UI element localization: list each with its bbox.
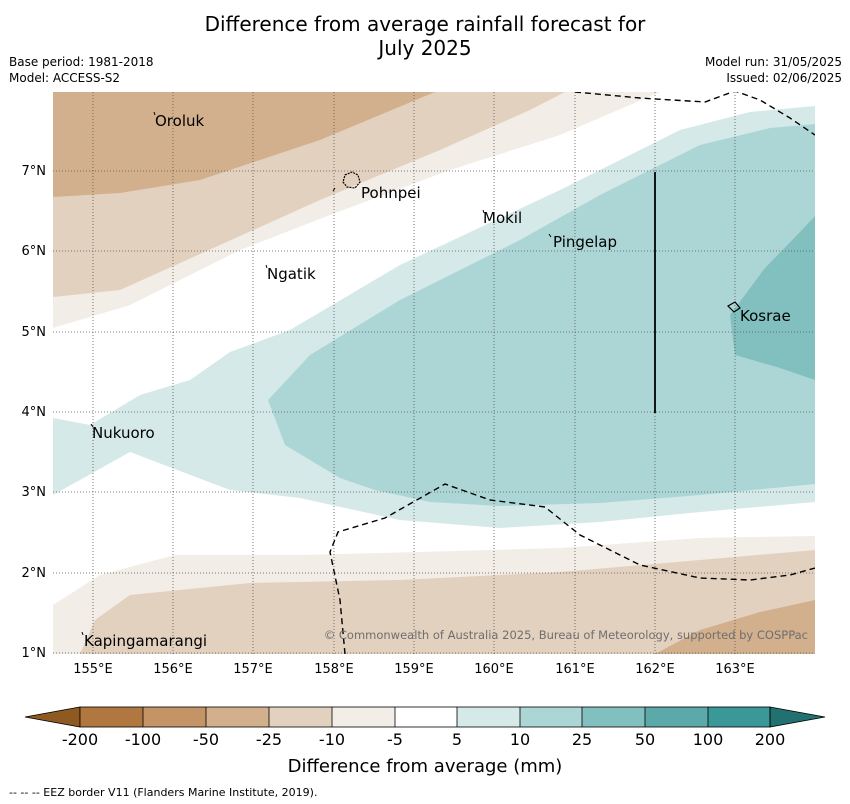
- lon-label: 156°E: [153, 662, 193, 677]
- colorbar-extend-high: [769, 706, 826, 728]
- lon-label: 159°E: [394, 662, 434, 677]
- place-labels: Oroluk Pohnpei Mokil Pingelap Ngatik Kos…: [84, 112, 791, 650]
- eez-border-south: [329, 483, 815, 654]
- place-label: Kapingamarangi: [84, 632, 207, 650]
- lat-label: 1°N: [21, 646, 47, 661]
- copyright-notice: © Commonwealth of Australia 2025, Bureau…: [323, 628, 808, 642]
- lat-label: 4°N: [21, 405, 47, 420]
- graticule: [53, 92, 815, 654]
- colorbar-tick-label: 50: [634, 730, 656, 749]
- title-line-1: Difference from average rainfall forecas…: [204, 12, 646, 36]
- colorbar-tick-label: -10: [318, 730, 346, 749]
- colorbar: [24, 706, 826, 728]
- contour-plus25: [730, 216, 815, 380]
- lon-label: 160°E: [474, 662, 514, 677]
- place-label: Pingelap: [553, 233, 617, 251]
- model-info: Base period: 1981-2018 Model: ACCESS-S2: [9, 54, 154, 86]
- lon-label: 157°E: [233, 662, 273, 677]
- place-label: Nukuoro: [92, 424, 155, 442]
- lon-label: 158°E: [314, 662, 354, 677]
- title-line-2: July 2025: [378, 36, 472, 60]
- island-markers: [81, 111, 552, 636]
- place-label: Kosrae: [740, 307, 791, 325]
- colorbar-tick-label: -25: [255, 730, 283, 749]
- place-label: Ngatik: [267, 265, 316, 283]
- colorbar-tick-label: 100: [692, 730, 724, 749]
- colorbar-extend-low: [24, 706, 81, 728]
- pohnpei-island: [342, 171, 361, 189]
- colorbar-tick-label: -5: [387, 730, 403, 749]
- rainfall-contours: [53, 92, 815, 654]
- eez-legend: -- -- -- EEZ border V11 (Flanders Marine…: [9, 786, 318, 799]
- colorbar-tick-label: 200: [754, 730, 786, 749]
- base-period: Base period: 1981-2018: [9, 55, 154, 69]
- eez-border-north: [574, 92, 815, 136]
- colorbar-tick-label: 25: [571, 730, 593, 749]
- lat-label: 3°N: [21, 485, 47, 500]
- colorbar-tick-label: -100: [124, 730, 162, 749]
- lon-label: 163°E: [715, 662, 755, 677]
- colorbar-title: Difference from average (mm): [287, 756, 563, 777]
- kosrae-island: [727, 301, 741, 313]
- colorbar-tick-label: -200: [61, 730, 99, 749]
- model-name: Model: ACCESS-S2: [9, 71, 121, 85]
- pohnpei-islet: [332, 187, 336, 192]
- colorbar-tick-label: -50: [192, 730, 220, 749]
- lon-label: 162°E: [635, 662, 675, 677]
- colorbar-tick-label: 5: [451, 730, 463, 749]
- contour-plus10: [268, 124, 815, 506]
- model-run: Model run: 31/05/2025: [704, 55, 842, 69]
- lon-label: 161°E: [555, 662, 595, 677]
- issued-date: Issued: 02/06/2025: [726, 71, 842, 85]
- place-label: Oroluk: [155, 112, 204, 130]
- lat-label: 7°N: [21, 164, 47, 179]
- place-label: Mokil: [483, 209, 522, 227]
- place-label: Pohnpei: [361, 184, 421, 202]
- contour-north-minus25: [53, 92, 435, 197]
- lon-label: 155°E: [73, 662, 113, 677]
- lat-label: 6°N: [21, 244, 47, 259]
- run-info: Model run: 31/05/2025 Issued: 02/06/2025: [705, 54, 842, 86]
- colorbar-tick-label: 10: [509, 730, 531, 749]
- lat-label: 2°N: [21, 566, 47, 581]
- lat-label: 5°N: [21, 325, 47, 340]
- contour-south-minus10: [80, 550, 815, 654]
- map-title: Difference from average rainfall forecas…: [0, 12, 850, 60]
